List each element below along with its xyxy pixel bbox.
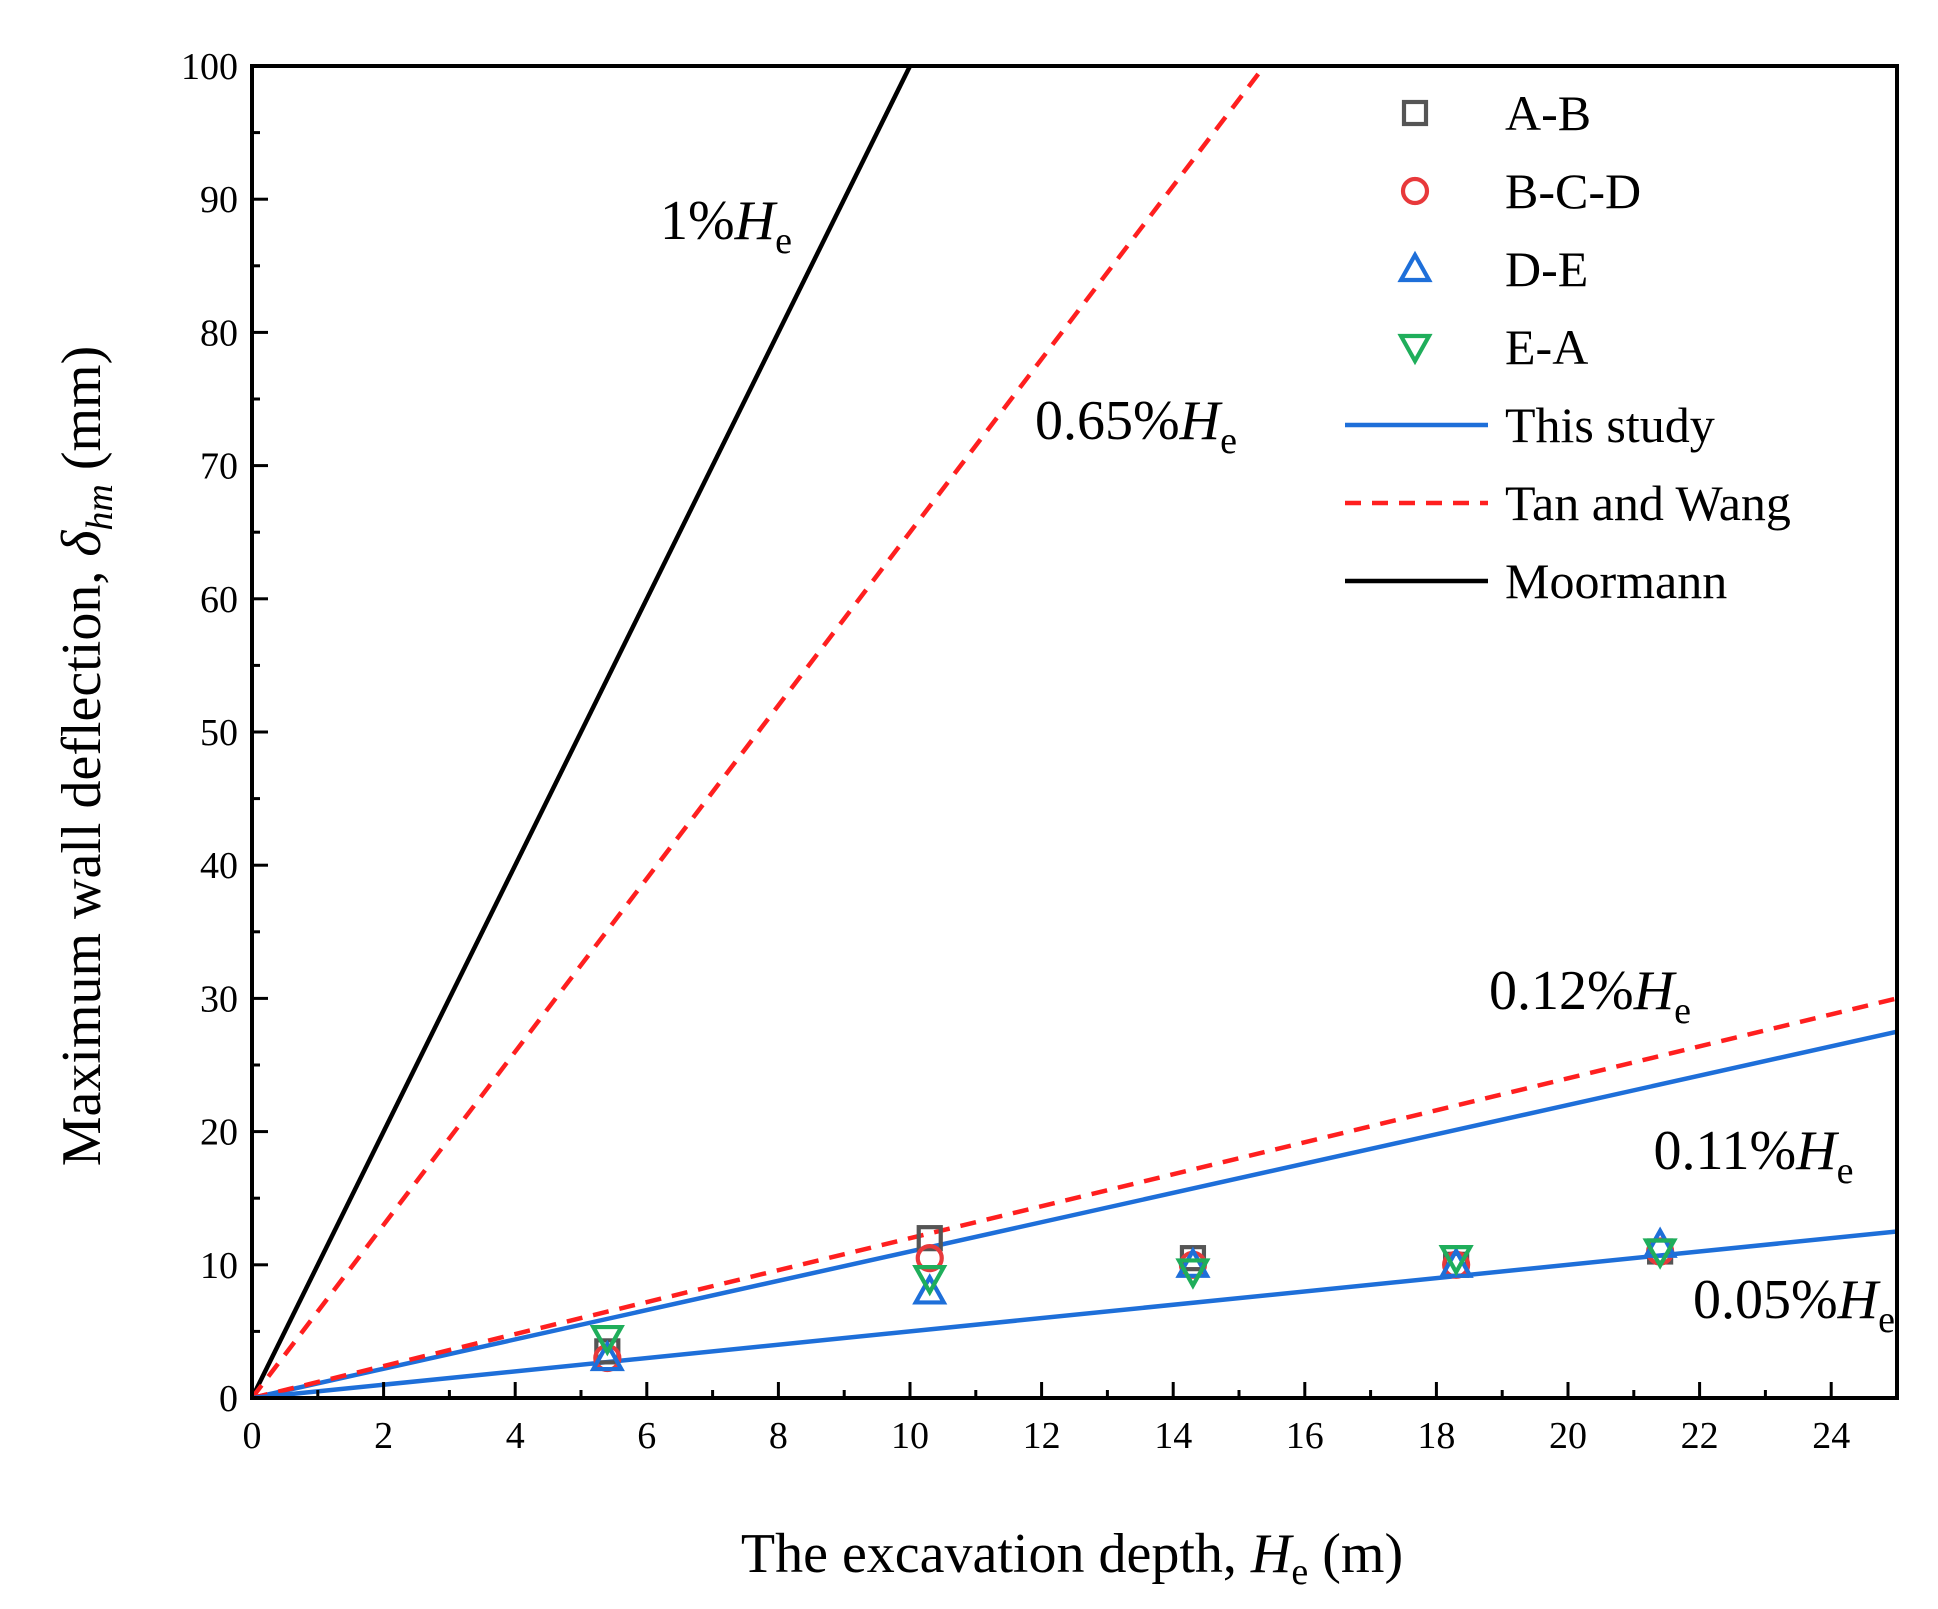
legend-marker-b-c-d	[1400, 176, 1430, 206]
line-this-study	[252, 1029, 1897, 1398]
x-tick-label: 0	[243, 1415, 262, 1457]
y-tick-label: 0	[219, 1378, 238, 1420]
point-d-e	[912, 1273, 948, 1305]
x-tick-label: 6	[637, 1415, 656, 1457]
point-d-e	[1175, 1246, 1211, 1278]
line-tan-and-wang-upper	[252, 66, 1268, 1398]
legend-label: This study	[1505, 397, 1715, 453]
point-a-b	[916, 1225, 943, 1252]
line-annotations: 1%He 0.65%He 0.12%He 0.11%He 0.05%He	[660, 190, 1895, 1341]
point-b-c-d	[915, 1244, 944, 1273]
data-points	[589, 1225, 1678, 1373]
y-tick-label: 30	[200, 978, 238, 1020]
line-moormann	[252, 66, 913, 1398]
legend-label: D-E	[1505, 241, 1588, 297]
legend-marker-a-b	[1401, 99, 1429, 127]
point-e-a	[912, 1265, 948, 1297]
legend-label: Tan and Wang	[1505, 475, 1791, 531]
y-tick-label: 70	[200, 446, 238, 488]
annotation-label: 0.12%He	[1489, 960, 1691, 1032]
x-tick-label: 12	[1023, 1415, 1061, 1457]
y-axis-ticks: 0 10 20 30 40 50 60 70 80 90 100	[181, 46, 268, 1420]
annotation-label: 1%He	[660, 190, 792, 262]
legend-label: A-B	[1505, 85, 1591, 141]
x-tick-label: 20	[1549, 1415, 1587, 1457]
legend: A-B B-C-D D-E E-A This study Tan and Wang Moor…	[1345, 85, 1791, 609]
legend-label: E-A	[1505, 319, 1588, 375]
point-e-a	[589, 1324, 625, 1357]
line-this-study-lower	[252, 1229, 1897, 1398]
x-axis-ticks: 0 2 4 6 8 10 12 14 16 18 20 22 24	[243, 1382, 1850, 1457]
y-tick-label: 20	[200, 1112, 238, 1154]
x-tick-label: 4	[506, 1415, 525, 1457]
y-tick-label: 10	[200, 1245, 238, 1287]
y-tick-label: 100	[181, 46, 238, 88]
legend-marker-d-e	[1397, 250, 1433, 283]
annotation-label: 0.11%He	[1654, 1120, 1854, 1192]
y-tick-label: 40	[200, 845, 238, 887]
point-e-a	[1642, 1238, 1678, 1270]
x-tick-label: 10	[891, 1415, 929, 1457]
x-axis-title: The excavation depth, He (m)	[741, 1523, 1403, 1593]
point-e-a	[1438, 1245, 1474, 1277]
reference-lines	[252, 66, 1897, 1398]
point-d-e	[1642, 1226, 1678, 1258]
annotation-label: 0.65%He	[1035, 390, 1237, 462]
y-tick-label: 80	[200, 312, 238, 354]
legend-label: B-C-D	[1505, 163, 1641, 219]
x-tick-label: 22	[1681, 1415, 1719, 1457]
point-d-e	[589, 1339, 625, 1372]
x-tick-label: 2	[374, 1415, 393, 1457]
y-tick-label: 60	[200, 579, 238, 621]
x-tick-label: 14	[1154, 1415, 1192, 1457]
y-axis-title: Maximum wall deflection, δhm (mm)	[51, 346, 121, 1167]
y-tick-label: 50	[200, 712, 238, 754]
x-tick-label: 16	[1286, 1415, 1324, 1457]
y-tick-label: 90	[200, 179, 238, 221]
x-tick-label: 8	[769, 1415, 788, 1457]
annotation-label: 0.05%He	[1693, 1269, 1895, 1341]
x-tick-label: 18	[1417, 1415, 1455, 1457]
legend-marker-e-a	[1397, 333, 1433, 366]
line-tan-and-wang	[252, 996, 1897, 1398]
legend-label: Moormann	[1505, 553, 1727, 609]
point-e-a	[1175, 1258, 1211, 1290]
x-tick-label: 24	[1812, 1415, 1850, 1457]
